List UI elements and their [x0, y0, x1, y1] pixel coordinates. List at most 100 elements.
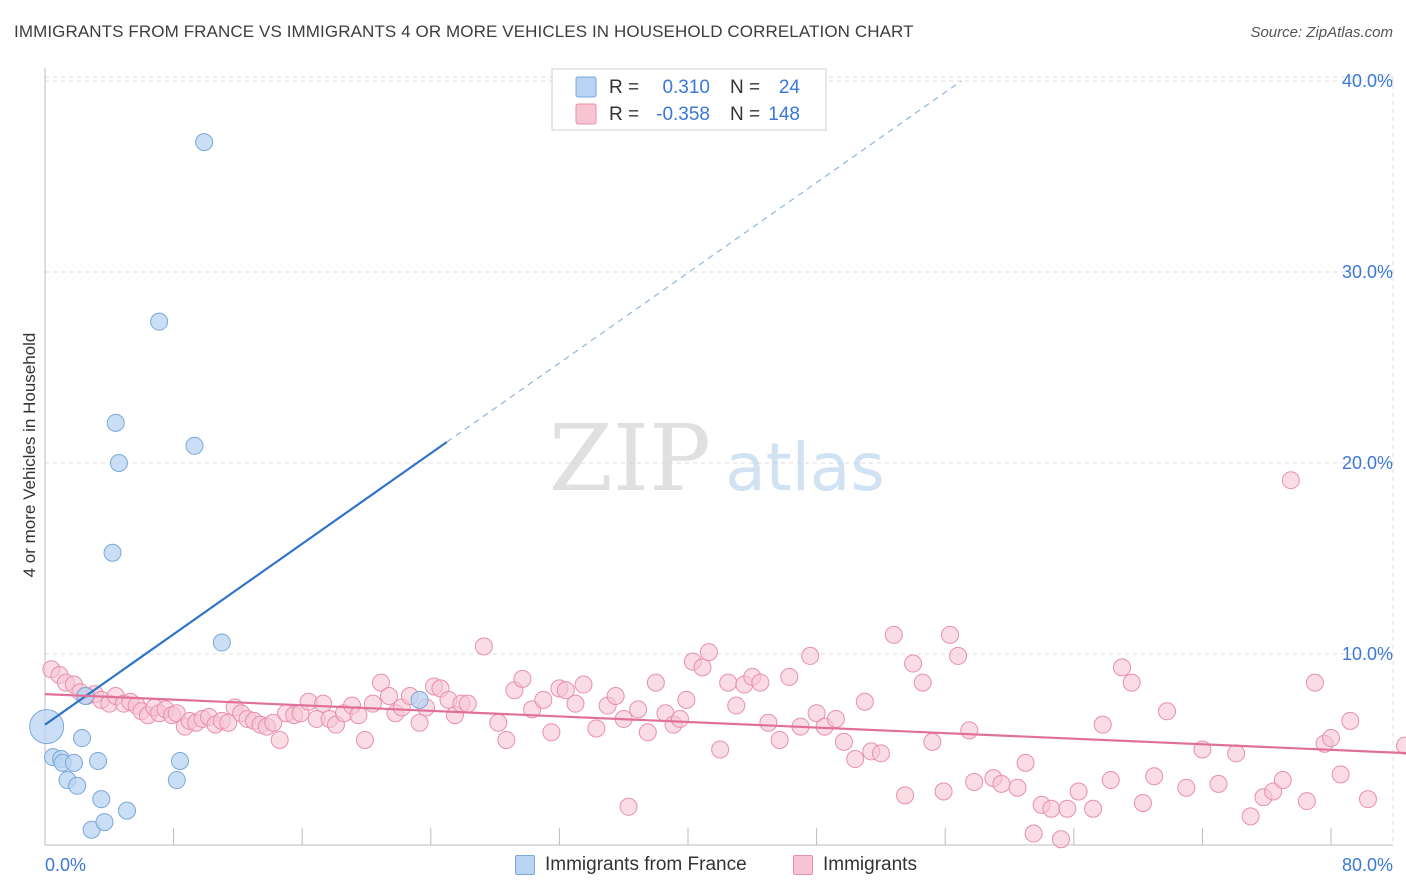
chart-title: IMMIGRANTS FROM FRANCE VS IMMIGRANTS 4 O…	[14, 22, 914, 41]
point-france	[117, 801, 136, 820]
point-immigrants	[934, 782, 953, 801]
stats-legend: R = 0.310 N = 24 R = -0.358 N = 148	[551, 68, 827, 131]
point-immigrants	[1177, 778, 1196, 797]
point-immigrants	[1101, 771, 1120, 790]
point-immigrants	[780, 667, 799, 686]
point-france	[150, 312, 169, 331]
legend-swatch-immigrants	[793, 855, 813, 875]
point-immigrants	[474, 637, 493, 656]
point-france	[89, 751, 108, 770]
point-immigrants	[1331, 765, 1350, 784]
point-immigrants	[410, 713, 429, 732]
stats-legend-box	[551, 68, 827, 131]
point-immigrants	[619, 797, 638, 816]
point-immigrants	[1341, 711, 1360, 730]
point-france	[185, 436, 204, 455]
bottom-legend: Immigrants from France Immigrants	[0, 852, 1406, 878]
point-immigrants	[1322, 729, 1340, 748]
point-immigrants	[489, 713, 508, 732]
point-france	[106, 413, 125, 432]
point-immigrants	[574, 675, 593, 694]
point-france	[64, 753, 83, 772]
legend-n-label-2: N =	[730, 104, 760, 125]
point-immigrants	[1069, 782, 1088, 801]
point-immigrants	[855, 692, 874, 711]
point-immigrants	[349, 706, 368, 725]
point-immigrants	[913, 673, 932, 692]
point-france	[167, 771, 186, 790]
point-immigrants	[371, 673, 390, 692]
point-immigrants	[646, 673, 665, 692]
point-immigrants	[896, 786, 915, 805]
point-immigrants	[871, 744, 890, 763]
trend-line-immigrants	[44, 693, 1406, 755]
y-tick-label: 20.0%	[1342, 453, 1393, 473]
point-immigrants	[587, 719, 606, 738]
point-france	[95, 813, 114, 832]
point-france	[72, 729, 91, 748]
point-immigrants	[1084, 799, 1103, 818]
trend-lines	[44, 80, 1406, 755]
legend-n-value-1: 24	[779, 77, 801, 98]
point-immigrants	[834, 732, 853, 751]
legend-label-immigrants: Immigrants	[823, 854, 917, 875]
legend-swatch-blue	[575, 76, 597, 98]
point-immigrants	[884, 625, 903, 644]
point-immigrants	[497, 730, 516, 749]
series-immigrants	[42, 471, 1406, 849]
watermark: ZIP atlas	[549, 405, 885, 512]
y-tick-label: 40.0%	[1342, 71, 1393, 91]
point-immigrants	[904, 654, 923, 673]
point-immigrants	[1024, 824, 1043, 843]
source-note: Source: ZipAtlas.com	[1250, 24, 1393, 41]
point-immigrants	[727, 696, 746, 715]
legend-r-label-1: R =	[609, 77, 639, 98]
point-immigrants	[1281, 471, 1300, 490]
point-france	[410, 690, 429, 709]
y-axis-label: 4 or more Vehicles in Household	[20, 333, 39, 578]
x-tick-label: 0.0%	[45, 855, 86, 875]
point-immigrants	[1051, 830, 1070, 849]
point-immigrants	[458, 694, 477, 713]
point-immigrants	[965, 772, 984, 791]
point-france	[68, 776, 87, 795]
point-immigrants	[770, 730, 789, 749]
point-immigrants	[941, 625, 960, 644]
point-france	[171, 751, 190, 770]
point-immigrants	[556, 681, 575, 700]
watermark-zip: ZIP	[549, 405, 711, 512]
point-immigrants	[1209, 774, 1228, 793]
point-immigrants	[1241, 807, 1260, 826]
legend-label-france: Immigrants from France	[545, 854, 747, 875]
grid	[45, 76, 1394, 845]
point-immigrants	[606, 687, 625, 706]
point-immigrants	[670, 709, 689, 728]
point-immigrants	[759, 713, 778, 732]
trend-line-france	[44, 441, 448, 726]
y-tick-label: 10.0%	[1342, 644, 1393, 664]
point-immigrants	[711, 740, 730, 759]
point-immigrants	[219, 713, 238, 732]
legend-r-value-2: -0.358	[656, 104, 710, 125]
point-immigrants	[677, 690, 696, 709]
point-immigrants	[1016, 753, 1035, 772]
legend-r-label-2: R =	[609, 104, 639, 125]
legend-swatch-france	[515, 855, 535, 875]
point-immigrants	[1093, 715, 1112, 734]
point-france	[92, 790, 111, 809]
point-immigrants	[314, 694, 333, 713]
point-immigrants	[270, 730, 289, 749]
point-immigrants	[1058, 799, 1077, 818]
point-france	[212, 633, 231, 652]
y-tick-label: 30.0%	[1342, 262, 1393, 282]
point-immigrants	[638, 723, 657, 742]
point-immigrants	[693, 658, 712, 677]
trend-line-france-extension	[446, 80, 962, 443]
point-immigrants	[1395, 736, 1406, 755]
point-france	[109, 454, 128, 472]
legend-swatch-pink	[575, 103, 597, 125]
point-immigrants	[960, 721, 979, 740]
point-immigrants	[719, 673, 738, 692]
watermark-atlas: atlas	[725, 429, 885, 506]
